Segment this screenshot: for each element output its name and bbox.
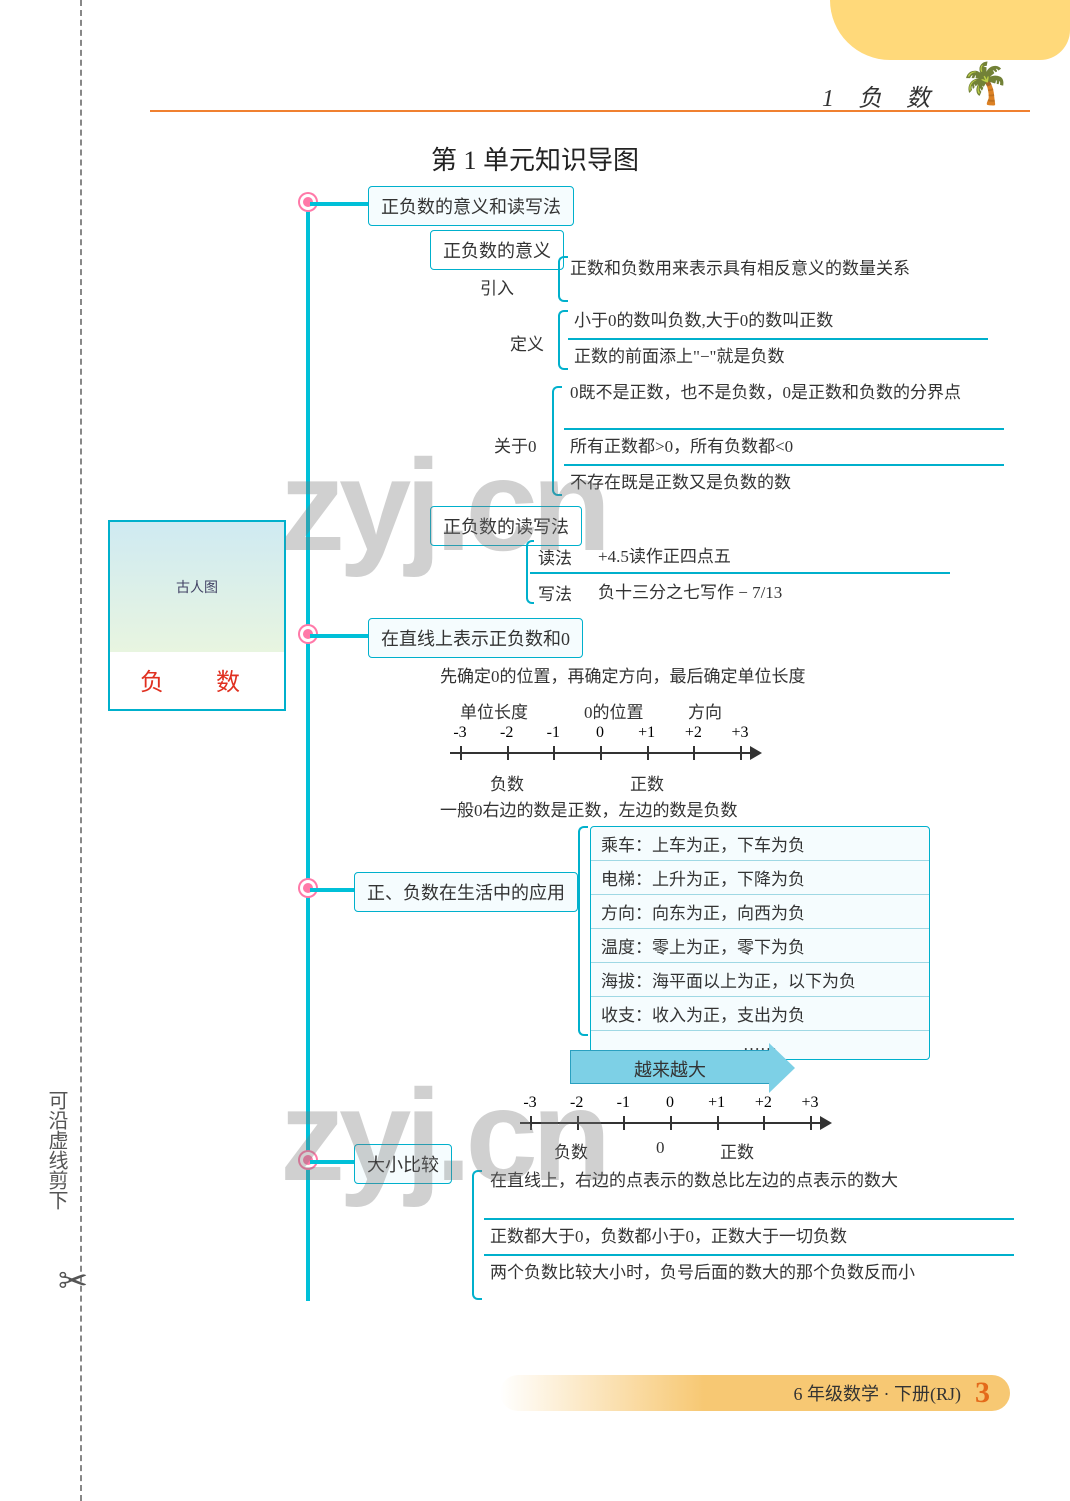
cut-label: 可沿虚线剪下 xyxy=(42,1090,71,1210)
nl1-right: 正数 xyxy=(630,770,664,795)
tick xyxy=(693,746,695,760)
tick xyxy=(600,746,602,760)
tick xyxy=(810,1116,812,1130)
tick xyxy=(670,1116,672,1130)
def-label: 定义 xyxy=(510,330,544,355)
bracket xyxy=(558,256,568,302)
bracket xyxy=(578,826,588,1036)
footer: 6 年级数学 · 下册(RJ) 3 xyxy=(500,1375,1010,1411)
zero-label: 关于0 xyxy=(494,432,537,457)
page-title: 第 1 单元知识导图 xyxy=(0,140,1070,177)
page: 1 负 数 🌴 可沿虚线剪下 ✂ 第 1 单元知识导图 古人图 负 数 正负数的… xyxy=(0,0,1070,1501)
nl1-left: 负数 xyxy=(490,770,524,795)
app-item: 海拔：海平面以上为正，以下为负 xyxy=(591,963,929,997)
palm-icon: 🌴 xyxy=(960,60,1010,107)
tick-label: +2 xyxy=(685,724,702,742)
write-lbl: 写法 xyxy=(538,580,572,605)
write-txt: 负十三分之七写作 − 7/13 xyxy=(598,580,782,606)
tick-label: 0 xyxy=(666,1094,674,1112)
divider xyxy=(564,428,1004,430)
b2-step: 先确定0的位置，再确定方向，最后确定单位长度 xyxy=(440,664,806,690)
big-arrow: 越来越大 xyxy=(570,1050,770,1084)
zero3: 不存在既是正数又是负数的数 xyxy=(570,470,791,496)
tick xyxy=(717,1116,719,1130)
divider xyxy=(530,572,950,574)
app-item: 收支：收入为正，支出为负 xyxy=(591,997,929,1031)
footer-text: 6 年级数学 · 下册(RJ) xyxy=(794,1380,962,1406)
tick xyxy=(460,746,462,760)
branch3-title: 正、负数在生活中的应用 xyxy=(354,872,578,912)
connector xyxy=(310,634,370,638)
tick xyxy=(647,746,649,760)
b1-rw: 正负数的读写法 xyxy=(430,506,582,546)
spine xyxy=(306,200,310,1301)
cloud-decoration xyxy=(830,0,1070,60)
tick xyxy=(507,746,509,760)
page-number: 3 xyxy=(975,1376,990,1410)
branch1-title: 正负数的意义和读写法 xyxy=(368,186,574,226)
tick xyxy=(553,746,555,760)
bracket xyxy=(472,1170,482,1300)
tick-label: +1 xyxy=(638,724,655,742)
b4-r2: 正数都大于0，负数都小于0，正数大于一切负数 xyxy=(490,1224,1010,1250)
tick-label: -3 xyxy=(453,724,466,742)
tick-label: +3 xyxy=(731,724,748,742)
nl2-mid: 0 xyxy=(656,1138,665,1158)
tick-label: -1 xyxy=(617,1094,630,1112)
tick xyxy=(740,746,742,760)
intro-label: 引入 xyxy=(480,274,514,299)
zero1: 0既不是正数，也不是负数，0是正数和负数的分界点 xyxy=(570,380,1010,406)
b2-note: 一般0右边的数是正数，左边的数是负数 xyxy=(440,798,738,824)
root-node: 古人图 负 数 xyxy=(108,520,286,711)
bracket xyxy=(526,540,534,604)
bracket xyxy=(558,310,568,370)
read-lbl: 读法 xyxy=(538,544,572,569)
arrow-text: 越来越大 xyxy=(571,1056,769,1082)
nl2-left: 负数 xyxy=(554,1138,588,1163)
tick-label: +2 xyxy=(755,1094,772,1112)
connector xyxy=(310,1160,356,1164)
mindmap: 正负数的意义和读写法 正负数的意义 引入 正数和负数用来表示具有相反意义的数量关… xyxy=(290,190,1040,1301)
def1: 小于0的数叫负数,大于0的数叫正数 xyxy=(574,308,833,334)
zero2: 所有正数都>0，所有负数都<0 xyxy=(570,434,793,460)
tick xyxy=(763,1116,765,1130)
chapter-header: 1 负 数 xyxy=(822,78,930,113)
b4-r3: 两个负数比较大小时，负号后面的数大的那个负数反而小 xyxy=(490,1260,1010,1286)
app-item: 方向：向东为正，向西为负 xyxy=(591,895,929,929)
connector xyxy=(310,202,370,206)
root-image: 古人图 xyxy=(110,522,284,652)
application-list: 乘车：上车为正，下车为负电梯：上升为正，下降为负方向：向东为正，向西为负温度：零… xyxy=(590,826,930,1060)
b1-meaning: 正负数的意义 xyxy=(430,230,564,270)
root-label: 负 数 xyxy=(110,652,284,709)
def2: 正数的前面添上"−"就是负数 xyxy=(574,344,784,370)
divider xyxy=(568,338,988,340)
scissors-icon: ✂ xyxy=(58,1260,88,1302)
tick xyxy=(623,1116,625,1130)
tick-label: 0 xyxy=(596,724,604,742)
tick-label: +1 xyxy=(708,1094,725,1112)
divider xyxy=(564,464,1004,466)
b4-r1: 在直线上，右边的点表示的数总比左边的点表示的数大 xyxy=(490,1168,1010,1194)
nl2-right: 正数 xyxy=(720,1138,754,1163)
tick-label: -3 xyxy=(523,1094,536,1112)
intro-text: 正数和负数用来表示具有相反意义的数量关系 xyxy=(570,256,1000,282)
app-item: 电梯：上升为正，下降为负 xyxy=(591,861,929,895)
branch2-title: 在直线上表示正负数和0 xyxy=(368,618,583,658)
tick xyxy=(577,1116,579,1130)
read-txt: +4.5读作正四点五 xyxy=(598,544,731,570)
connector xyxy=(310,888,356,892)
divider xyxy=(484,1218,1014,1220)
app-item: 温度：零上为正，零下为负 xyxy=(591,929,929,963)
tick xyxy=(530,1116,532,1130)
tick-label: +3 xyxy=(801,1094,818,1112)
tick-label: -1 xyxy=(547,724,560,742)
tick-label: -2 xyxy=(570,1094,583,1112)
app-item: 乘车：上车为正，下车为负 xyxy=(591,827,929,861)
branch4-title: 大小比较 xyxy=(354,1144,452,1184)
bracket xyxy=(552,386,562,496)
tick-label: -2 xyxy=(500,724,513,742)
divider xyxy=(484,1254,1014,1256)
